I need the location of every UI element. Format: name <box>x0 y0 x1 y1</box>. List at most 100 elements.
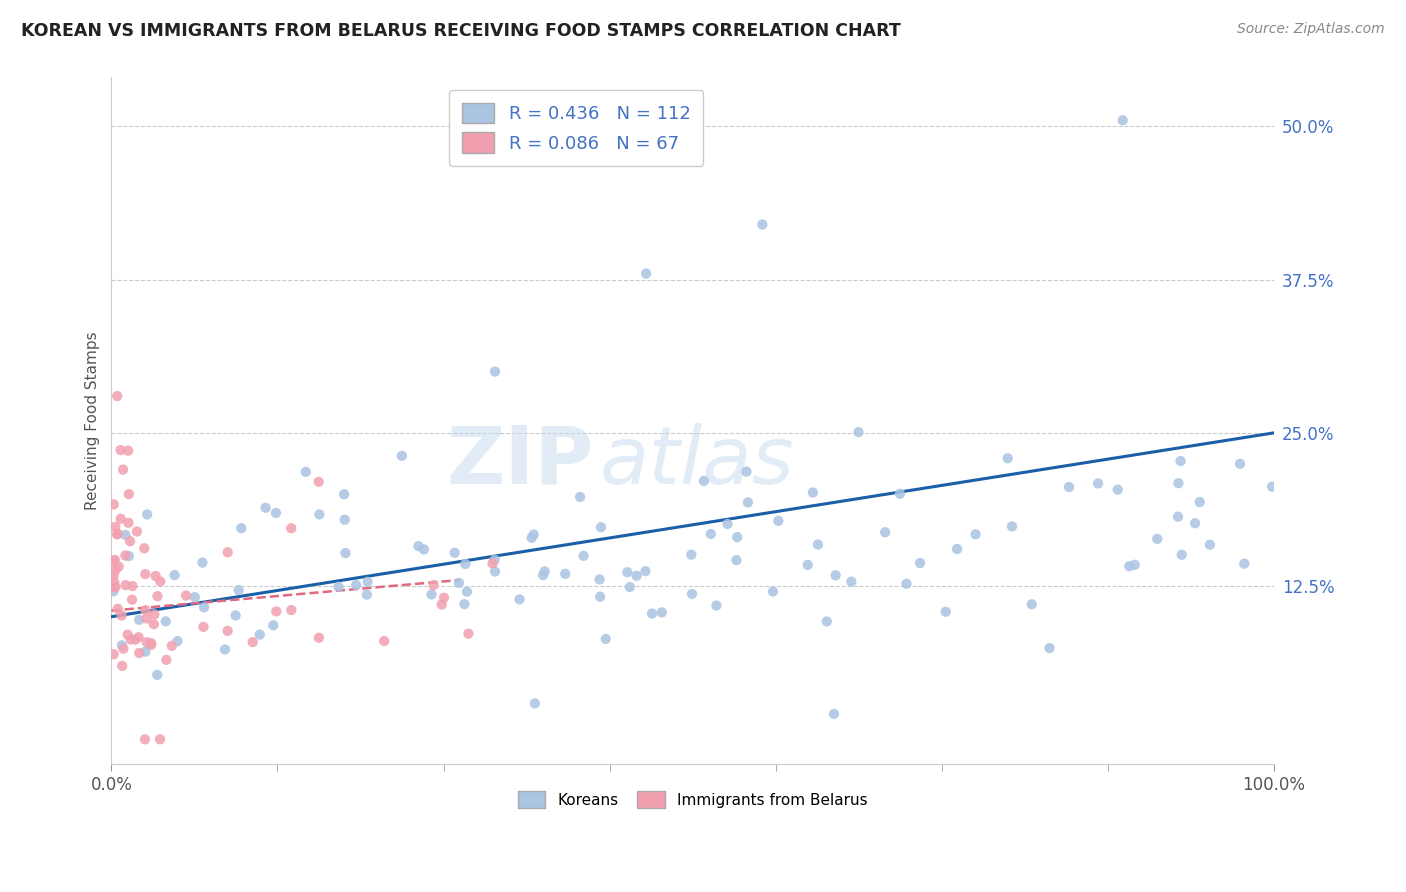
Point <box>875 525 897 540</box>
Point <box>824 568 846 582</box>
Point <box>1057 480 1080 494</box>
Point <box>128 613 150 627</box>
Point <box>134 645 156 659</box>
Point <box>193 600 215 615</box>
Point <box>1188 495 1211 509</box>
Point <box>1038 641 1060 656</box>
Point <box>422 578 444 592</box>
Point <box>117 627 139 641</box>
Point <box>737 495 759 509</box>
Point <box>114 549 136 563</box>
Point <box>908 556 931 570</box>
Point <box>616 566 638 580</box>
Point <box>997 451 1019 466</box>
Point <box>103 584 125 599</box>
Point <box>139 636 162 650</box>
Text: Source: ZipAtlas.com: Source: ZipAtlas.com <box>1237 22 1385 37</box>
Point <box>965 527 987 541</box>
Point <box>896 576 918 591</box>
Point <box>481 557 503 571</box>
Point <box>807 537 830 551</box>
Point <box>114 528 136 542</box>
Point <box>112 641 135 656</box>
Point <box>135 611 157 625</box>
Point <box>134 567 156 582</box>
Point <box>135 635 157 649</box>
Point <box>619 580 641 594</box>
Point <box>1001 519 1024 533</box>
Point <box>572 549 595 563</box>
Point <box>295 465 318 479</box>
Point <box>935 605 957 619</box>
Point <box>447 575 470 590</box>
Point <box>1146 532 1168 546</box>
Point <box>242 635 264 649</box>
Point <box>1170 454 1192 468</box>
Point <box>356 574 378 589</box>
Y-axis label: Receiving Food Stamps: Receiving Food Stamps <box>86 331 100 510</box>
Point <box>266 604 288 618</box>
Point <box>589 520 612 534</box>
Point <box>134 732 156 747</box>
Point <box>104 563 127 577</box>
Point <box>280 521 302 535</box>
Point <box>117 443 139 458</box>
Point <box>333 513 356 527</box>
Point <box>453 597 475 611</box>
Point <box>533 565 555 579</box>
Point <box>110 443 132 458</box>
Point <box>103 647 125 661</box>
Point <box>124 632 146 647</box>
Point <box>569 490 592 504</box>
Point <box>484 565 506 579</box>
Point <box>120 632 142 647</box>
Point <box>107 526 129 541</box>
Point <box>118 487 141 501</box>
Point <box>1233 557 1256 571</box>
Point <box>128 630 150 644</box>
Point <box>107 559 129 574</box>
Point <box>841 574 863 589</box>
Point <box>136 508 159 522</box>
Point <box>531 568 554 582</box>
Point <box>184 590 207 604</box>
Point <box>121 592 143 607</box>
Point <box>408 539 430 553</box>
Point <box>716 516 738 531</box>
Point <box>111 658 134 673</box>
Point <box>1229 457 1251 471</box>
Point <box>1167 509 1189 524</box>
Point <box>634 564 657 578</box>
Point <box>217 624 239 638</box>
Point <box>103 568 125 582</box>
Point <box>225 608 247 623</box>
Point <box>110 511 132 525</box>
Point <box>231 521 253 535</box>
Point <box>160 639 183 653</box>
Point <box>641 607 664 621</box>
Point <box>308 631 330 645</box>
Point <box>725 530 748 544</box>
Point <box>166 634 188 648</box>
Point <box>430 598 453 612</box>
Point <box>554 566 576 581</box>
Point <box>107 602 129 616</box>
Point <box>457 626 479 640</box>
Point <box>149 574 172 589</box>
Point <box>651 606 673 620</box>
Point <box>626 569 648 583</box>
Point <box>815 615 838 629</box>
Point <box>121 579 143 593</box>
Point <box>356 588 378 602</box>
Point <box>142 617 165 632</box>
Point <box>104 520 127 534</box>
Point <box>1199 538 1222 552</box>
Point <box>588 573 610 587</box>
Point <box>520 531 543 545</box>
Point <box>595 632 617 646</box>
Point <box>111 608 134 623</box>
Point <box>191 556 214 570</box>
Point <box>1167 476 1189 491</box>
Legend: Koreans, Immigrants from Belarus: Koreans, Immigrants from Belarus <box>512 785 873 814</box>
Point <box>1118 559 1140 574</box>
